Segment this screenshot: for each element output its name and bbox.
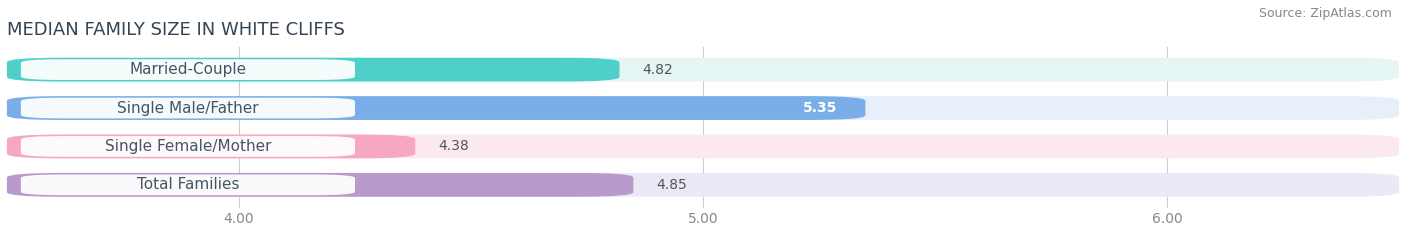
Text: Married-Couple: Married-Couple — [129, 62, 246, 77]
FancyBboxPatch shape — [7, 96, 866, 120]
Text: 4.38: 4.38 — [439, 139, 470, 154]
FancyBboxPatch shape — [21, 59, 354, 80]
FancyBboxPatch shape — [7, 134, 1399, 158]
Text: Single Female/Mother: Single Female/Mother — [104, 139, 271, 154]
Text: 4.82: 4.82 — [643, 63, 673, 77]
Text: Total Families: Total Families — [136, 177, 239, 192]
Text: Source: ZipAtlas.com: Source: ZipAtlas.com — [1258, 7, 1392, 20]
FancyBboxPatch shape — [7, 96, 1399, 120]
Text: 5.35: 5.35 — [803, 101, 838, 115]
FancyBboxPatch shape — [21, 175, 354, 195]
FancyBboxPatch shape — [7, 173, 633, 197]
FancyBboxPatch shape — [21, 136, 354, 157]
FancyBboxPatch shape — [7, 134, 415, 158]
FancyBboxPatch shape — [7, 58, 620, 82]
FancyBboxPatch shape — [7, 173, 1399, 197]
FancyBboxPatch shape — [7, 58, 1399, 82]
Text: MEDIAN FAMILY SIZE IN WHITE CLIFFS: MEDIAN FAMILY SIZE IN WHITE CLIFFS — [7, 21, 344, 39]
FancyBboxPatch shape — [21, 98, 354, 118]
Text: 4.85: 4.85 — [657, 178, 688, 192]
Text: Single Male/Father: Single Male/Father — [117, 101, 259, 116]
